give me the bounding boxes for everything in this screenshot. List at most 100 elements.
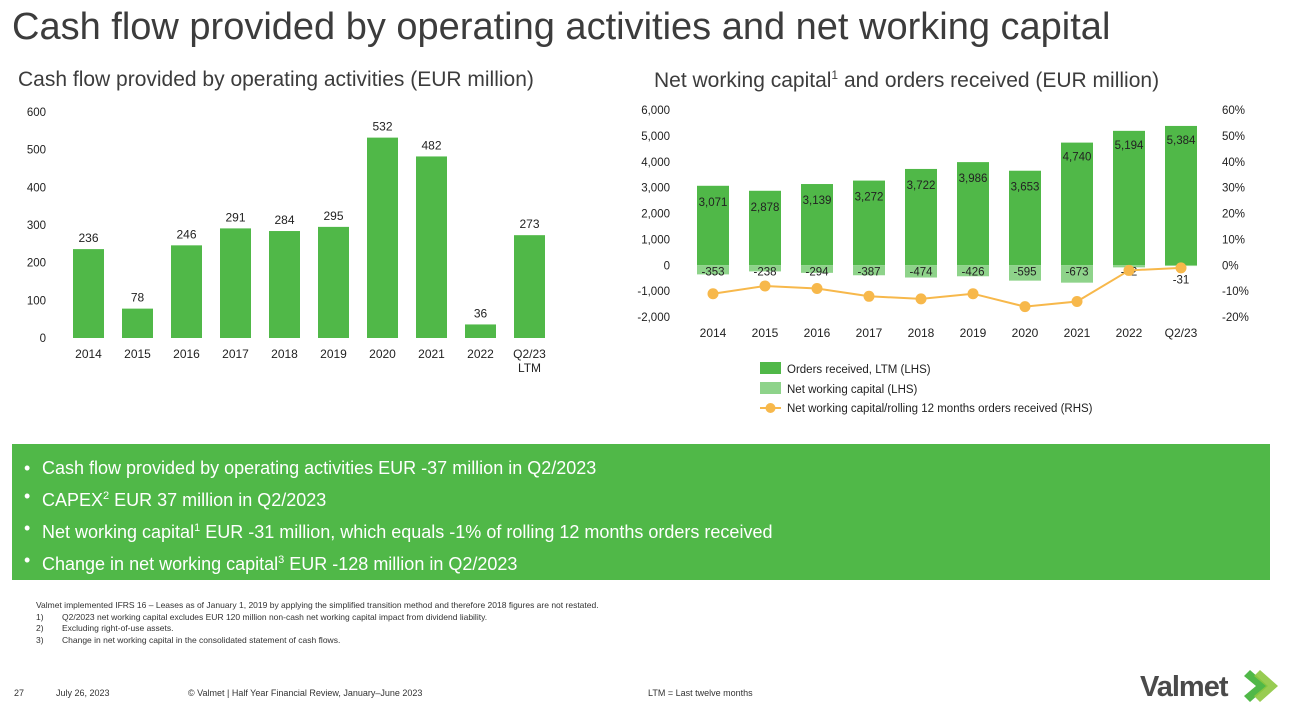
right-y-tick-label: 10% (1222, 234, 1245, 246)
orders-value-label: 3,722 (907, 180, 936, 192)
nwc-value-label: -673 (1065, 266, 1088, 278)
nwc-title-sup: 1 (831, 68, 839, 82)
bullet-pre: Change in net working capital (42, 554, 279, 574)
x-tick-label: 2021 (418, 347, 445, 361)
orders-value-label: 3,139 (803, 195, 832, 207)
bullet-post: EUR 37 million in Q2/2023 (109, 490, 327, 510)
left-y-tick-label: 3,000 (641, 183, 670, 195)
cash-flow-bar (465, 324, 496, 338)
orders-received-bar (853, 180, 885, 266)
nwc-ratio-line (712, 266, 1182, 308)
bullet-post: EUR -128 million in Q2/2023 (284, 554, 518, 574)
y-tick-label: 300 (27, 220, 46, 232)
orders-value-label: 3,272 (855, 192, 884, 204)
orders-value-label: 5,194 (1115, 140, 1144, 152)
right-y-tick-label: -10% (1222, 286, 1249, 298)
cash-flow-bar (73, 249, 104, 338)
right-y-tick-label: 40% (1222, 157, 1245, 169)
nwc-title-main: Net working capital (654, 69, 832, 92)
footer-date: July 26, 2023 (56, 688, 110, 698)
orders-received-bar (1165, 125, 1197, 266)
bar-value-label: 236 (78, 231, 98, 245)
x-tick-label: 2015 (752, 326, 779, 340)
legend-ratio-marker (765, 403, 776, 413)
nwc-value-label: -353 (701, 266, 724, 278)
nwc-ratio-point (707, 288, 719, 300)
legend-ratio-label: Net working capital/rolling 12 months or… (787, 403, 1093, 415)
bar-value-label: 295 (323, 209, 343, 223)
orders-received-bar (1061, 142, 1093, 266)
orders-value-label: 2,878 (751, 202, 780, 214)
orders-value-label: 4,740 (1063, 152, 1092, 164)
nwc-ratio-point (915, 293, 927, 305)
bullet-item: Change in net working capital3 EUR -128 … (24, 546, 1270, 578)
cash-flow-bar (220, 228, 251, 338)
x-tick-label: 2015 (124, 347, 151, 361)
page-title: Cash flow provided by operating activiti… (12, 6, 1111, 48)
cash-flow-bar (318, 226, 349, 338)
nwc-value-label: -387 (857, 266, 880, 278)
legend-nwc-swatch (760, 382, 781, 394)
cash-flow-bar (269, 231, 300, 338)
bar-value-label: 246 (176, 227, 196, 241)
right-y-tick-label: 50% (1222, 131, 1245, 143)
net-working-capital-bar (1061, 265, 1093, 283)
logo-text: Valmet (1140, 671, 1229, 703)
bar-value-label: 482 (421, 138, 441, 152)
nwc-ratio-point (863, 290, 875, 302)
legend-orders-swatch (760, 362, 781, 374)
left-y-tick-label: 2,000 (641, 209, 670, 221)
x-tick-label: 2018 (271, 347, 298, 361)
left-y-tick-label: 1,000 (641, 234, 670, 246)
nwc-ratio-point (1071, 295, 1083, 307)
footnote-text: Change in net working capital in the con… (62, 634, 341, 645)
net-working-capital-bar (801, 265, 833, 273)
bar-value-label: 284 (274, 213, 294, 227)
y-tick-label: 200 (27, 258, 46, 270)
nwc-ratio-point (811, 283, 823, 295)
orders-received-bar (1113, 130, 1145, 266)
right-y-tick-label: 20% (1222, 209, 1245, 221)
bullet-item: Net working capital1 EUR -31 million, wh… (24, 514, 1270, 546)
bullet-pre: Net working capital (42, 522, 195, 542)
left-y-tick-label: 5,000 (641, 131, 670, 143)
x-tick-label: 2022 (1116, 326, 1143, 340)
right-y-tick-label: 0% (1222, 260, 1239, 272)
bar-value-label: 291 (225, 210, 245, 224)
ltm-note: LTM = Last twelve months (648, 688, 753, 698)
legend-nwc-label: Net working capital (LHS) (787, 384, 918, 396)
x-tick-label: 2016 (173, 347, 200, 361)
cash-flow-bar (514, 235, 545, 338)
left-y-tick-label: -1,000 (637, 286, 670, 298)
bullet-sup: 3 (278, 554, 285, 566)
footnote-item: 1) Q2/2023 net working capital excludes E… (36, 612, 599, 624)
net-working-capital-bar (957, 265, 989, 277)
x-tick-label: LTM (518, 361, 541, 375)
footnote-text: Q2/2023 net working capital excludes EUR… (62, 611, 488, 622)
net-working-capital-bar (1009, 265, 1041, 281)
x-tick-label: Q2/23 (1165, 326, 1198, 340)
nwc-value-label: -595 (1013, 266, 1036, 278)
right-y-tick-label: 60% (1222, 105, 1245, 117)
orders-received-bar (697, 185, 729, 266)
cash-flow-bar (367, 137, 398, 338)
footnote-item: 3) Change in net working capital in the c… (36, 635, 599, 647)
nwc-ratio-point (1175, 262, 1187, 274)
bar-value-label: 273 (519, 217, 539, 231)
bar-value-label: 78 (131, 291, 145, 305)
nwc-ratio-point (967, 288, 979, 300)
footnote-num: 3) (36, 634, 44, 645)
bar-value-label: 532 (372, 120, 392, 134)
orders-received-bar (749, 190, 781, 266)
cash-flow-bar (171, 245, 202, 338)
left-y-tick-label: 6,000 (641, 105, 670, 117)
bullet-post: EUR -31 million, which equals -1% of rol… (200, 522, 773, 542)
footnote-num: 1) (36, 611, 44, 622)
cash-flow-bar (416, 156, 447, 338)
y-tick-label: 500 (27, 145, 46, 157)
nwc-value-label: -294 (805, 266, 829, 278)
bullet-item: Cash flow provided by operating activiti… (24, 454, 1270, 482)
orders-value-label: 3,986 (959, 173, 988, 185)
orders-received-bar (905, 168, 937, 266)
net-working-capital-bar (853, 265, 885, 276)
